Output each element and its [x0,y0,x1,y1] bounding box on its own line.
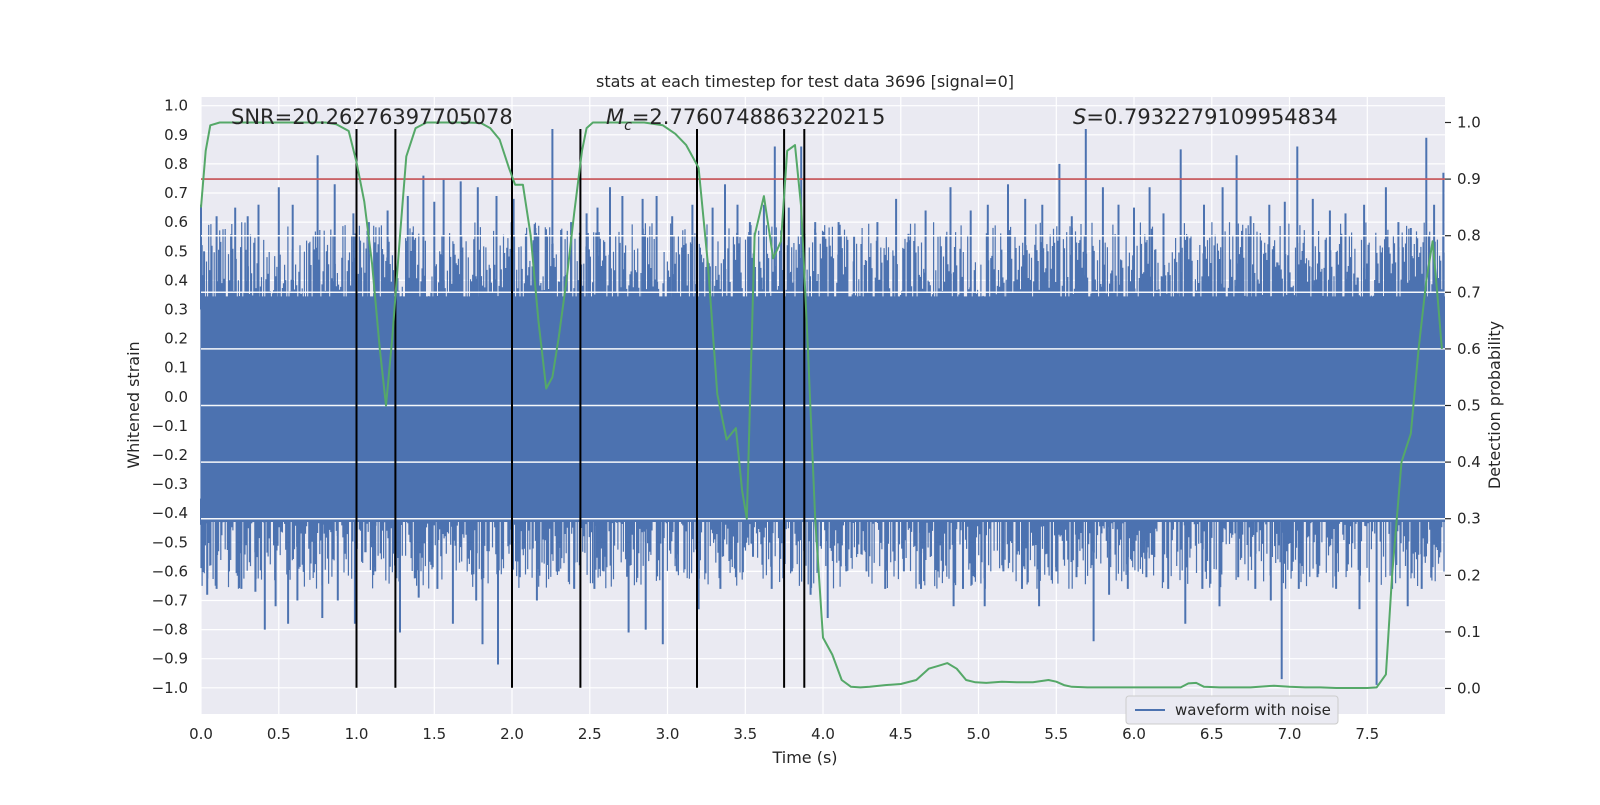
x-tick-label-3: 1.5 [422,725,446,743]
x-tick-label-6: 3.0 [656,725,680,743]
y-tick-label-19: −0.9 [152,650,188,668]
x-tick-label-13: 6.5 [1200,725,1224,743]
y-tick-label-9: 0.1 [164,359,188,377]
y-tick-label-17: −0.7 [152,592,188,610]
probability-line [200,121,1443,689]
y-tick-label-11: −0.1 [152,417,188,435]
x-tick-label-7: 3.5 [733,725,757,743]
legend-waveform-label: waveform with noise [1175,701,1331,719]
y-tick-label-7: 0.3 [164,301,188,319]
y-tick-label-8: 0.2 [164,330,188,348]
legend-box [1125,695,1339,725]
chirp-mass-subscript: c [624,118,632,134]
y-tick-label-1: 0.9 [164,126,188,144]
x-tick-label-4: 2.0 [500,725,524,743]
waveform-core-band [201,296,1445,522]
s-value: =0.7932279109954834 [1086,105,1337,129]
y2-tick-label-2: 0.8 [1457,227,1481,245]
y2-tick-label-3: 0.7 [1457,283,1481,301]
y-tick-label-12: −0.2 [152,446,188,464]
y-tick-label-15: −0.5 [152,533,188,551]
s-annotation: S=0.7932279109954834 [1073,105,1338,129]
chirp-mass-value: =2.776074886322021 5 [632,105,886,129]
x-tick-label-15: 7.5 [1355,725,1379,743]
x-tick-label-12: 6.0 [1122,725,1146,743]
chart-title: stats at each timestep for test data 369… [596,72,1014,91]
y-tick-label-14: −0.4 [152,504,188,522]
y2-axis-label: Detection probability [1485,321,1504,489]
y-tick-label-13: −0.3 [152,475,188,493]
snr-annotation: SNR=20.26276397705078 [231,105,513,129]
y-tick-label-2: 0.8 [164,155,188,173]
y2-tick-label-1: 0.9 [1457,170,1481,188]
y2-tick-label-4: 0.6 [1457,340,1481,358]
x-tick-label-1: 0.5 [267,725,291,743]
x-tick-label-9: 4.5 [889,725,913,743]
y-tick-label-3: 0.7 [164,184,188,202]
y2-tick-label-0: 1.0 [1457,114,1481,132]
y2-tick-label-8: 0.2 [1457,566,1481,584]
s-symbol: S [1073,105,1086,129]
y-tick-label-0: 1.0 [164,97,188,115]
x-tick-label-0: 0.0 [189,725,213,743]
legend: waveform with noise [1125,695,1339,725]
y2-tick-label-10: 0.0 [1457,680,1481,698]
x-axis-label: Time (s) [771,748,837,767]
y-tick-label-20: −1.0 [152,679,188,697]
y-tick-label-5: 0.5 [164,242,188,260]
chirp-mass-symbol: M [606,105,624,129]
chirp-mass-annotation: Mc=2.776074886322021 5 [606,105,885,134]
y-tick-label-6: 0.4 [164,271,188,289]
y2-tick-label-9: 0.1 [1457,623,1481,641]
x-tick-label-5: 2.5 [578,725,602,743]
y-tick-label-10: 0.0 [164,388,188,406]
x-tick-label-10: 5.0 [967,725,991,743]
y-tick-label-18: −0.8 [152,621,188,639]
x-tick-label-14: 7.0 [1278,725,1302,743]
y-tick-label-4: 0.6 [164,213,188,231]
x-tick-label-8: 4.0 [811,725,835,743]
x-tick-label-2: 1.0 [345,725,369,743]
y2-tick-label-6: 0.4 [1457,453,1481,471]
x-tick-label-11: 5.5 [1044,725,1068,743]
y-axis-label: Whitened strain [124,341,143,468]
y-tick-label-16: −0.6 [152,562,188,580]
y2-tick-label-5: 0.5 [1457,397,1481,415]
y2-tick-label-7: 0.3 [1457,510,1481,528]
